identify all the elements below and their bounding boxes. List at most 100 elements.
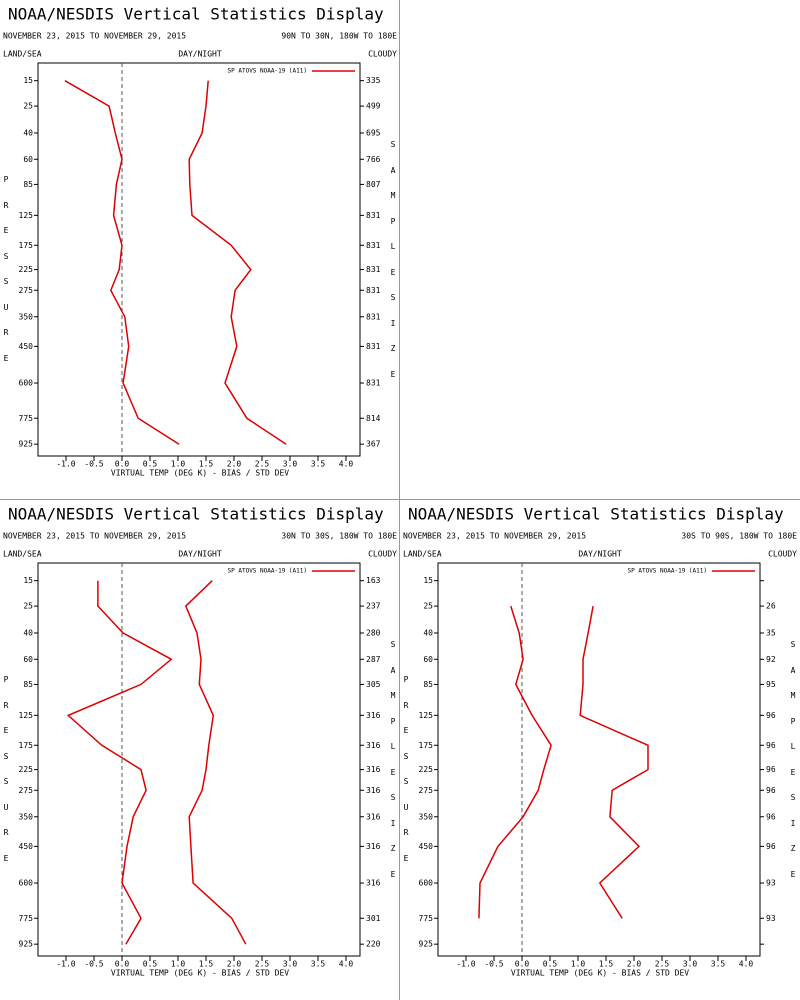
x-tick-label: 1.0 bbox=[171, 460, 186, 469]
y-tick-label: 60 bbox=[23, 655, 33, 664]
cloud-label: CLOUDY bbox=[368, 50, 397, 59]
y-tick-label: 450 bbox=[419, 842, 434, 851]
sample-size: 831 bbox=[366, 312, 381, 321]
y2-axis-label: SAMPLE SIZE bbox=[390, 140, 401, 379]
x-tick-label: 3.5 bbox=[311, 460, 326, 469]
y-axis-label: PRESSURE bbox=[3, 675, 9, 863]
bias-line bbox=[478, 605, 552, 919]
sample-size: 96 bbox=[766, 711, 776, 720]
sample-size: 26 bbox=[766, 602, 776, 611]
sample-size: 96 bbox=[766, 786, 776, 795]
y-tick-label: 925 bbox=[19, 940, 34, 949]
x-tick-label: 3.0 bbox=[683, 960, 698, 969]
y-tick-label: 775 bbox=[19, 414, 34, 423]
y-tick-label: 85 bbox=[23, 680, 33, 689]
y-tick-label: 15 bbox=[423, 576, 433, 585]
legend-label: SP ATOVS NOAA-19 (A11) bbox=[628, 568, 707, 575]
bias-line bbox=[66, 580, 173, 945]
x-tick-label: 3.0 bbox=[283, 460, 298, 469]
x-tick-label: -0.5 bbox=[484, 960, 503, 969]
y-tick-label: 225 bbox=[19, 265, 34, 274]
y-tick-label: 225 bbox=[19, 765, 34, 774]
chart: NOAA/NESDIS Vertical Statistics Display N… bbox=[403, 505, 797, 978]
x-tick-label: 0.0 bbox=[115, 960, 130, 969]
sample-size: 35 bbox=[766, 628, 776, 637]
y-tick-label: 15 bbox=[23, 76, 33, 85]
subtitle: NOVEMBER 23, 2015 TO NOVEMBER 29, 2015 bbox=[403, 532, 586, 541]
sample-size: 163 bbox=[366, 576, 381, 585]
y-tick-label: 60 bbox=[423, 655, 433, 664]
subtitle: NOVEMBER 23, 2015 TO NOVEMBER 29, 2015 bbox=[3, 532, 186, 541]
x-tick-label: 1.0 bbox=[571, 960, 586, 969]
x-tick-label: 2.5 bbox=[655, 960, 670, 969]
y-tick-label: 125 bbox=[19, 711, 34, 720]
x-tick-label: 0.5 bbox=[543, 960, 558, 969]
y-tick-label: 925 bbox=[19, 440, 34, 449]
region: 90N TO 30N, 180W TO 180E bbox=[281, 32, 397, 41]
title: NOAA/NESDIS Vertical Statistics Display bbox=[408, 505, 784, 524]
y-tick-label: 600 bbox=[19, 879, 34, 888]
std-dev-line bbox=[579, 605, 649, 919]
divider bbox=[399, 0, 400, 1000]
x-axis-label: VIRTUAL TEMP (DEG K) - BIAS / STD DEV bbox=[511, 969, 689, 978]
sample-size: 367 bbox=[366, 440, 381, 449]
y-tick-label: 15 bbox=[23, 576, 33, 585]
sample-size: 96 bbox=[766, 741, 776, 750]
sample-size: 335 bbox=[366, 76, 381, 85]
title: NOAA/NESDIS Vertical Statistics Display bbox=[8, 5, 384, 24]
chart: NOAA/NESDIS Vertical Statistics Display N… bbox=[3, 505, 397, 978]
sample-size: 96 bbox=[766, 812, 776, 821]
sample-size: 831 bbox=[366, 342, 381, 351]
y-tick-label: 275 bbox=[19, 786, 34, 795]
sample-size: 280 bbox=[366, 628, 381, 637]
bias-line bbox=[64, 80, 180, 445]
sample-size: 316 bbox=[366, 879, 381, 888]
sample-size: 766 bbox=[366, 155, 381, 164]
std-dev-line bbox=[184, 580, 247, 945]
x-tick-label: 4.0 bbox=[739, 960, 754, 969]
x-tick-label: 1.5 bbox=[199, 460, 214, 469]
daynight-label: DAY/NIGHT bbox=[578, 550, 622, 559]
y-tick-label: 350 bbox=[19, 312, 34, 321]
x-tick-label: 1.0 bbox=[171, 960, 186, 969]
divider bbox=[0, 499, 800, 500]
sample-size: 93 bbox=[766, 914, 776, 923]
y-tick-label: 775 bbox=[419, 914, 434, 923]
x-axis-label: VIRTUAL TEMP (DEG K) - BIAS / STD DEV bbox=[111, 469, 289, 478]
x-tick-label: 1.5 bbox=[599, 960, 614, 969]
sample-size: 316 bbox=[366, 711, 381, 720]
land-label: LAND/SEA bbox=[3, 50, 42, 59]
land-label: LAND/SEA bbox=[403, 550, 442, 559]
x-tick-label: -0.5 bbox=[84, 960, 103, 969]
y2-axis-label: SAMPLE SIZE bbox=[790, 640, 800, 879]
y-tick-label: 40 bbox=[23, 628, 33, 637]
sample-size: 95 bbox=[766, 680, 776, 689]
y-tick-label: 175 bbox=[419, 741, 434, 750]
x-tick-label: -1.0 bbox=[56, 460, 75, 469]
sample-size: 499 bbox=[366, 102, 381, 111]
panel: NOAA/NESDIS Vertical Statistics Display N… bbox=[400, 500, 800, 1000]
x-tick-label: 3.0 bbox=[283, 960, 298, 969]
sample-size: 301 bbox=[366, 914, 381, 923]
sample-size: 305 bbox=[366, 680, 381, 689]
sample-size: 316 bbox=[366, 765, 381, 774]
sample-size: 814 bbox=[366, 414, 381, 423]
sample-size: 316 bbox=[366, 842, 381, 851]
x-tick-label: 3.5 bbox=[311, 960, 326, 969]
chart: NOAA/NESDIS Vertical Statistics Display N… bbox=[3, 5, 397, 478]
sample-size: 287 bbox=[366, 655, 381, 664]
sample-size: 807 bbox=[366, 180, 381, 189]
x-tick-label: 0.0 bbox=[115, 460, 130, 469]
plot-frame bbox=[37, 562, 361, 957]
sample-size: 831 bbox=[366, 286, 381, 295]
sample-size: 831 bbox=[366, 211, 381, 220]
x-tick-label: 2.0 bbox=[227, 460, 242, 469]
y-tick-label: 775 bbox=[19, 914, 34, 923]
x-axis-label: VIRTUAL TEMP (DEG K) - BIAS / STD DEV bbox=[111, 969, 289, 978]
y-tick-label: 25 bbox=[23, 102, 33, 111]
y-tick-label: 40 bbox=[423, 628, 433, 637]
y-tick-label: 350 bbox=[419, 812, 434, 821]
x-tick-label: 0.5 bbox=[143, 460, 158, 469]
y-tick-label: 350 bbox=[19, 812, 34, 821]
sample-size: 92 bbox=[766, 655, 776, 664]
